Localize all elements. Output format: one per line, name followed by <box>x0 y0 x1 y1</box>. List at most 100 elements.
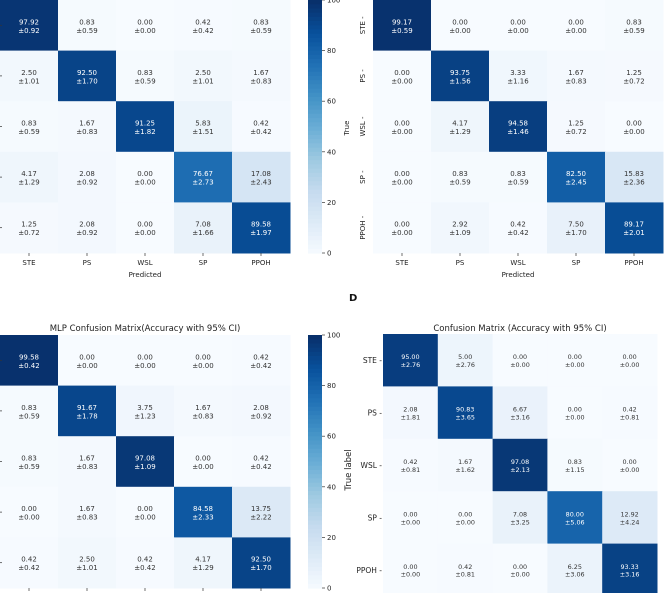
cell-value: 2.50 <box>79 556 95 564</box>
colorbar-segment <box>308 499 322 505</box>
cell-value: 1.25 <box>626 69 642 77</box>
colorbar-segment <box>308 147 322 153</box>
cell-ci: ±0.00 <box>76 362 97 370</box>
heatmap-cell <box>58 151 117 203</box>
colorbar-segment <box>308 372 322 378</box>
heatmap-cell <box>116 436 175 488</box>
y-tick-label: WSL - <box>359 116 367 136</box>
colorbar-segment <box>308 59 322 64</box>
colorbar-segment <box>308 562 322 568</box>
cell-ci: ±0.83 <box>76 514 97 522</box>
cell-ci: ±0.59 <box>76 27 97 35</box>
panel-letter-d: D <box>349 293 358 304</box>
colorbar-tick-label: 20 <box>327 199 336 207</box>
colorbar-segment <box>308 364 322 370</box>
heatmap-cell <box>547 543 603 593</box>
cell-ci: ±0.00 <box>565 27 586 35</box>
heatmap-cell <box>116 151 175 203</box>
heatmap-cell <box>232 151 291 203</box>
x-tick-label: SP <box>199 259 208 267</box>
cell-value: 0.00 <box>137 221 153 229</box>
cell-value: 12.92 <box>620 510 638 518</box>
cell-ci: ±5.06 <box>565 518 585 526</box>
cell-value: 5.83 <box>195 120 211 128</box>
colorbar-segment <box>308 88 322 94</box>
cell-value: 0.42 <box>137 556 153 564</box>
cell-value: 90.83 <box>456 406 474 414</box>
x-tick-label: WSL <box>137 259 152 267</box>
colorbar-segment <box>308 554 322 560</box>
heatmap-cell <box>383 386 439 440</box>
cell-ci: ±4.24 <box>620 518 640 526</box>
cell-value: 0.42 <box>510 221 526 229</box>
colorbar-segment <box>308 134 322 140</box>
colorbar-segment <box>308 356 322 361</box>
colorbar-segment <box>308 339 322 345</box>
colorbar-segment <box>308 139 322 144</box>
cell-value: 0.00 <box>513 563 527 571</box>
cell-value: 5.00 <box>458 353 472 361</box>
cell-value: 0.00 <box>452 18 468 26</box>
colorbar-segment <box>308 71 322 77</box>
cell-ci: ±3.16 <box>510 414 530 422</box>
chart-title: MLP Confusion Matrix(Accuracy with 95% C… <box>50 324 241 334</box>
heatmap-cell <box>116 537 175 589</box>
heatmap-cell <box>0 50 59 102</box>
cell-value: 0.00 <box>403 510 417 518</box>
heatmap-cell <box>174 202 233 254</box>
colorbar-segment <box>308 236 322 241</box>
heatmap-cell <box>547 491 603 545</box>
heatmap-cell <box>373 202 432 254</box>
colorbar-segment <box>308 360 322 366</box>
cell-value: 2.92 <box>452 221 468 229</box>
heatmap-cell <box>547 50 606 102</box>
colorbar-segment <box>308 37 322 43</box>
colorbar-segment <box>308 571 322 576</box>
colorbar-segment <box>308 164 322 170</box>
cell-value: 0.42 <box>195 18 211 26</box>
cell-value: 95.00 <box>401 353 419 361</box>
cell-ci: ±0.59 <box>391 27 412 35</box>
cell-value: 0.83 <box>253 18 269 26</box>
colorbar-tick-label: 60 <box>327 98 336 106</box>
colorbar-segment <box>308 0 322 5</box>
colorbar-segment <box>308 436 322 442</box>
colorbar-segment <box>308 537 322 543</box>
colorbar-tick-label: 20 <box>327 534 336 542</box>
cell-ci: ±1.70 <box>76 77 97 85</box>
cell-ci: ±0.92 <box>250 412 271 420</box>
cell-value: 91.67 <box>77 404 97 412</box>
cell-value: 80.00 <box>566 510 584 518</box>
heatmap-cell <box>605 50 664 102</box>
heatmap-cell <box>58 486 117 538</box>
cell-value: 6.67 <box>513 406 527 414</box>
colorbar-segment <box>308 92 322 98</box>
heatmap-cell <box>58 335 117 387</box>
cell-value: 1.67 <box>79 120 95 128</box>
heatmap-cell <box>547 438 603 492</box>
cell-ci: ±0.83 <box>76 463 97 471</box>
colorbar-tick-label: 40 <box>327 483 336 491</box>
colorbar-segment <box>308 16 322 22</box>
cell-value: 2.08 <box>403 406 417 414</box>
colorbar-segment <box>308 545 322 551</box>
cell-ci: ±2.22 <box>250 514 271 522</box>
colorbar-segment <box>308 244 322 250</box>
heatmap-panel-3: 99.58±0.420.00±0.000.00±0.000.00±0.000.4… <box>0 324 340 593</box>
colorbar-segment <box>308 381 322 387</box>
y-tick-label: PPOH - <box>356 566 382 575</box>
cell-value: 0.42 <box>403 458 417 466</box>
heatmap-cell <box>373 0 432 52</box>
heatmap-cell <box>58 537 117 589</box>
colorbar-segment <box>308 206 322 212</box>
cell-ci: ±1.23 <box>134 412 155 420</box>
heatmap-cell <box>232 0 291 52</box>
cell-value: 0.00 <box>568 18 584 26</box>
colorbar-segment <box>308 503 322 509</box>
heatmap-cell <box>116 486 175 538</box>
heatmap-cell <box>437 386 494 440</box>
colorbar-segment <box>308 130 322 136</box>
colorbar-segment <box>308 478 322 484</box>
colorbar-segment <box>308 198 322 203</box>
cell-value: 97.08 <box>135 455 155 463</box>
